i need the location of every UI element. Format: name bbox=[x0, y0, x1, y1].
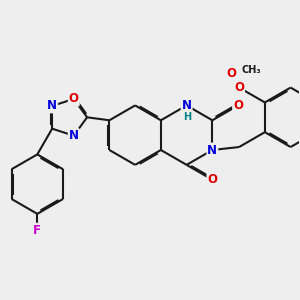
Text: O: O bbox=[69, 92, 79, 105]
Text: O: O bbox=[233, 99, 243, 112]
Text: CH₃: CH₃ bbox=[241, 65, 261, 76]
Text: F: F bbox=[33, 224, 41, 237]
Text: O: O bbox=[234, 81, 244, 94]
Text: N: N bbox=[182, 99, 192, 112]
Text: N: N bbox=[207, 143, 218, 157]
Text: N: N bbox=[47, 99, 57, 112]
Text: H: H bbox=[183, 112, 191, 122]
Text: O: O bbox=[207, 173, 218, 186]
Text: O: O bbox=[226, 67, 236, 80]
Text: N: N bbox=[69, 129, 79, 142]
